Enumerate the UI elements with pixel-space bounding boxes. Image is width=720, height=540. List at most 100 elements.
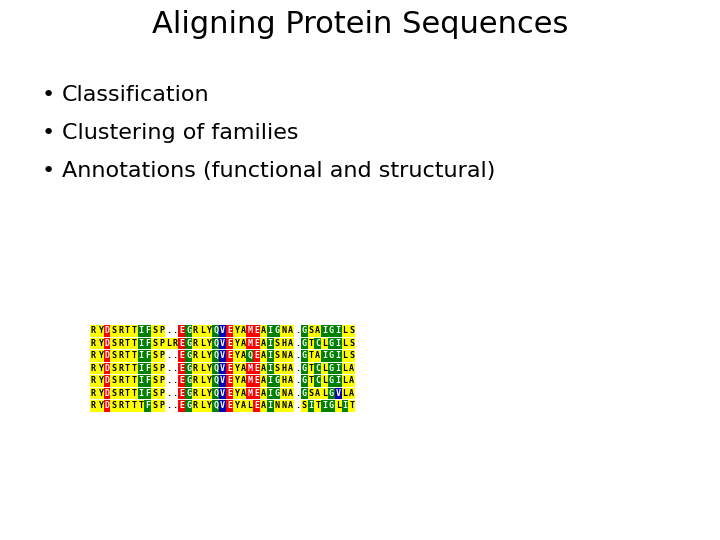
Text: T: T: [125, 376, 130, 385]
Bar: [151, 388, 158, 399]
Text: S: S: [112, 351, 117, 360]
Bar: [301, 362, 307, 374]
Bar: [240, 325, 246, 336]
Text: R: R: [193, 339, 198, 348]
Bar: [267, 338, 274, 349]
Text: T: T: [125, 401, 130, 410]
Text: T: T: [308, 364, 313, 373]
Bar: [145, 362, 151, 374]
Text: L: L: [322, 364, 327, 373]
Bar: [274, 400, 280, 411]
Bar: [151, 325, 158, 336]
Text: E: E: [179, 401, 184, 410]
Bar: [131, 350, 138, 361]
Text: T: T: [125, 364, 130, 373]
Bar: [90, 350, 96, 361]
Text: A: A: [288, 389, 293, 398]
Text: I: I: [322, 401, 327, 410]
Text: E: E: [254, 364, 259, 373]
Bar: [104, 388, 110, 399]
Text: F: F: [145, 401, 150, 410]
Text: A: A: [261, 389, 266, 398]
Text: G: G: [186, 401, 191, 410]
Bar: [219, 338, 226, 349]
Bar: [335, 338, 341, 349]
Text: L: L: [322, 339, 327, 348]
Bar: [117, 338, 124, 349]
Bar: [192, 362, 199, 374]
Text: •: •: [42, 85, 55, 105]
Text: S: S: [152, 376, 157, 385]
Bar: [158, 325, 165, 336]
Text: S: S: [302, 401, 307, 410]
Bar: [179, 362, 185, 374]
Bar: [335, 388, 341, 399]
Bar: [233, 400, 240, 411]
Text: A: A: [240, 364, 246, 373]
Text: E: E: [227, 376, 232, 385]
Bar: [341, 400, 348, 411]
Bar: [206, 325, 212, 336]
Bar: [179, 388, 185, 399]
Text: A: A: [349, 376, 354, 385]
Bar: [90, 338, 96, 349]
Bar: [158, 362, 165, 374]
Text: S: S: [349, 326, 354, 335]
Bar: [138, 362, 145, 374]
Text: H: H: [282, 339, 287, 348]
Text: .: .: [295, 364, 300, 373]
Text: Y: Y: [234, 326, 239, 335]
Bar: [240, 362, 246, 374]
Bar: [206, 362, 212, 374]
Bar: [110, 338, 117, 349]
Bar: [199, 400, 206, 411]
Text: .: .: [173, 389, 178, 398]
Text: .: .: [173, 364, 178, 373]
Text: .: .: [173, 401, 178, 410]
Text: P: P: [159, 351, 164, 360]
Bar: [301, 350, 307, 361]
Text: Q: Q: [213, 351, 218, 360]
Bar: [212, 400, 219, 411]
Text: Q: Q: [213, 376, 218, 385]
Text: I: I: [268, 339, 273, 348]
Bar: [315, 375, 321, 387]
Text: G: G: [329, 401, 334, 410]
Bar: [328, 362, 335, 374]
Text: S: S: [112, 401, 117, 410]
Bar: [233, 338, 240, 349]
Bar: [246, 400, 253, 411]
Text: L: L: [343, 339, 348, 348]
Bar: [124, 375, 131, 387]
Bar: [145, 388, 151, 399]
Text: Q: Q: [213, 339, 218, 348]
Bar: [179, 350, 185, 361]
Text: I: I: [268, 389, 273, 398]
Text: A: A: [240, 401, 246, 410]
Bar: [117, 388, 124, 399]
Bar: [212, 350, 219, 361]
Text: .: .: [166, 389, 171, 398]
Bar: [151, 338, 158, 349]
Text: L: L: [322, 389, 327, 398]
Bar: [287, 400, 294, 411]
Bar: [145, 325, 151, 336]
Text: I: I: [268, 351, 273, 360]
Text: A: A: [240, 326, 246, 335]
Bar: [287, 375, 294, 387]
Text: E: E: [179, 376, 184, 385]
Bar: [104, 338, 110, 349]
Bar: [267, 388, 274, 399]
Bar: [246, 350, 253, 361]
Text: D: D: [104, 326, 109, 335]
Text: R: R: [193, 351, 198, 360]
Text: A: A: [288, 401, 293, 410]
Text: Q: Q: [213, 389, 218, 398]
Bar: [185, 400, 192, 411]
Text: T: T: [132, 326, 137, 335]
Bar: [321, 350, 328, 361]
Bar: [179, 375, 185, 387]
Bar: [124, 350, 131, 361]
Text: N: N: [282, 389, 287, 398]
Bar: [110, 375, 117, 387]
